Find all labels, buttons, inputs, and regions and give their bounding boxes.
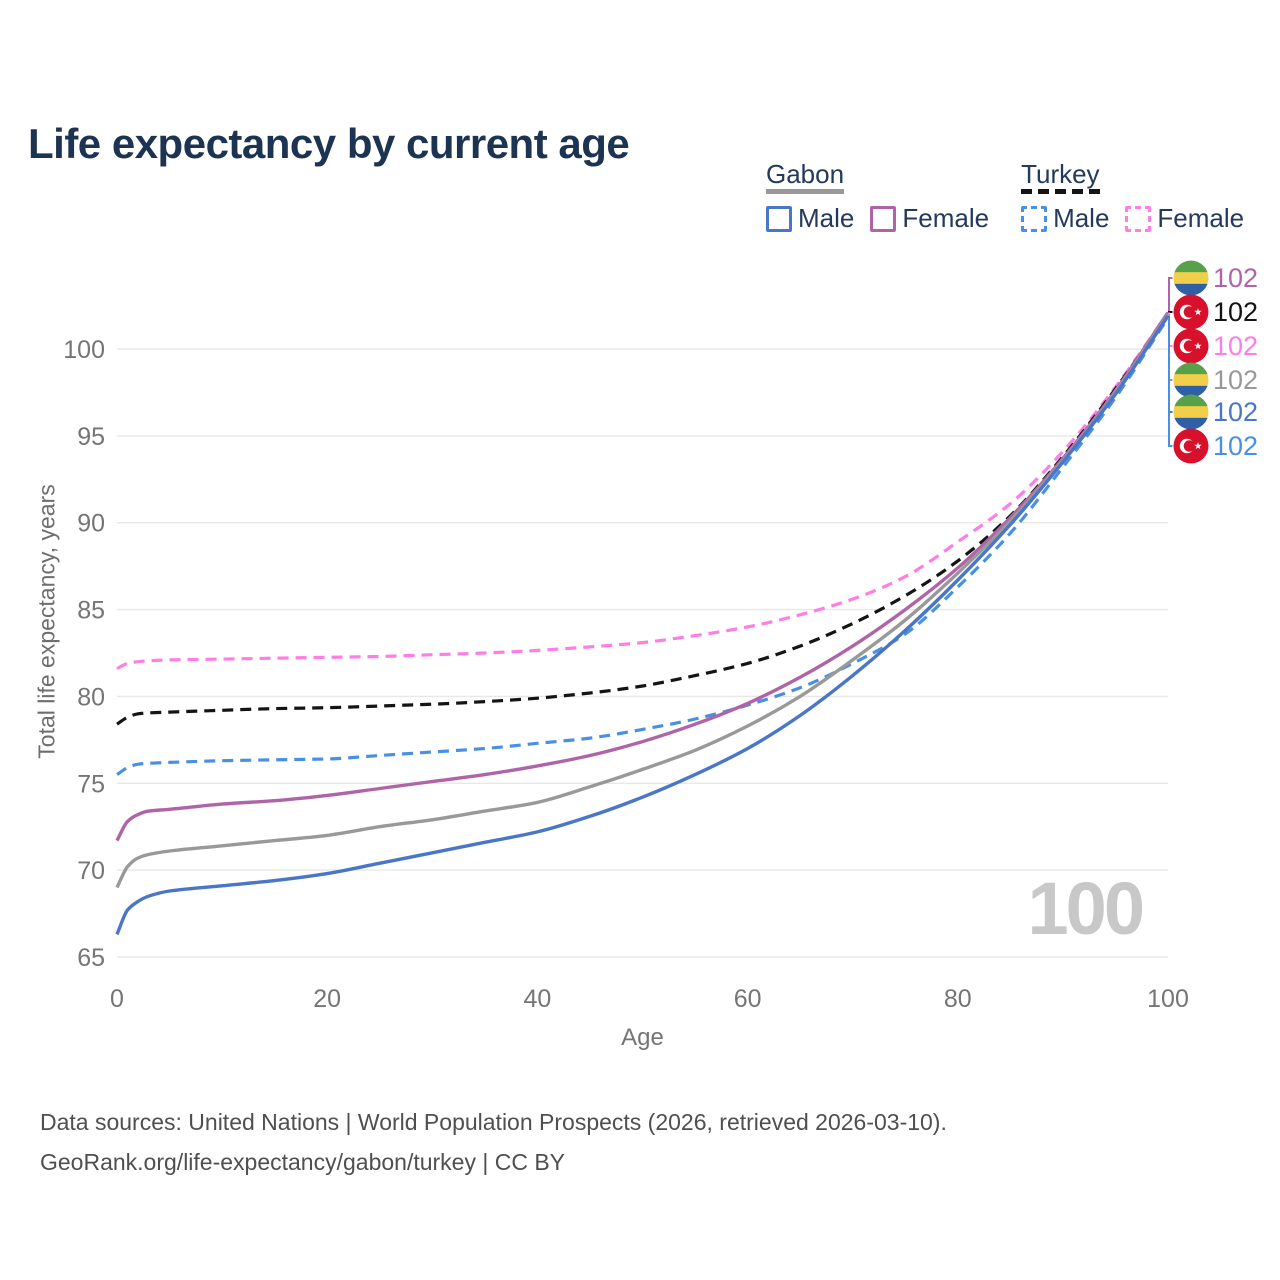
y-tick-label-65: 65 — [77, 944, 105, 972]
series-line-gabon-male — [115, 315, 1170, 936]
end-label-leader-gabon-female — [1168, 277, 1173, 313]
x-tick-label-60: 60 — [734, 985, 762, 1013]
y-tick-label-95: 95 — [77, 423, 105, 451]
turkey-line-style-swatch — [1021, 189, 1100, 194]
x-tick-label-100: 100 — [1147, 985, 1189, 1013]
footer-attribution: GeoRank.org/life-expectancy/gabon/turkey… — [40, 1149, 566, 1175]
end-value-label-gabon-female: 102 — [1213, 263, 1258, 293]
legend-country-gabon-label: Gabon — [766, 159, 845, 189]
legend-item-turkey-female-label: Female — [1157, 203, 1245, 233]
legend-country-gabon[interactable]: Gabon — [766, 159, 845, 194]
series-line-turkey-both — [116, 313, 1170, 726]
end-label-leader-turkey-male — [1168, 317, 1173, 447]
gabon-male-swatch-icon — [766, 205, 792, 232]
turkey-female-swatch-icon — [1125, 205, 1152, 232]
legend-item-gabon-male[interactable]: Male — [766, 203, 854, 234]
legend: Gabon Male Female Turkey — [766, 160, 1244, 234]
flag-icon-gabon — [1173, 394, 1209, 430]
end-value-label-turkey-both: 102 — [1213, 297, 1258, 327]
page-title: Life expectancy by current age — [28, 120, 630, 168]
flag-icon-gabon — [1173, 260, 1209, 296]
y-tick-label-75: 75 — [77, 770, 105, 798]
legend-country-turkey-label: Turkey — [1021, 159, 1100, 189]
legend-country-turkey[interactable]: Turkey — [1021, 160, 1100, 194]
flag-icon-gabon — [1173, 362, 1209, 398]
y-tick-label-90: 90 — [77, 510, 105, 538]
x-axis-title: Age — [621, 1024, 664, 1051]
series-line-gabon-both — [115, 313, 1170, 889]
y-tick-label-85: 85 — [77, 597, 105, 625]
end-value-label-turkey-female: 102 — [1213, 331, 1258, 361]
x-tick-label-0: 0 — [110, 985, 124, 1013]
end-value-label-gabon-male: 102 — [1213, 397, 1258, 427]
legend-group-turkey: Turkey Male Female — [1021, 160, 1244, 234]
y-axis-title: Total life expectancy, years — [33, 484, 60, 759]
flag-icon-turkey — [1173, 328, 1209, 364]
series-line-gabon-female — [115, 311, 1170, 842]
current-age-watermark: 100 — [1027, 867, 1145, 950]
turkey-male-swatch-icon — [1021, 205, 1048, 232]
y-tick-label-80: 80 — [77, 683, 105, 711]
flag-icon-turkey — [1173, 428, 1209, 464]
x-tick-label-20: 20 — [313, 985, 341, 1013]
gabon-line-style-swatch — [766, 189, 845, 194]
flag-icon-turkey — [1173, 294, 1209, 330]
legend-item-gabon-female[interactable]: Female — [870, 203, 989, 234]
x-tick-label-40: 40 — [523, 985, 551, 1013]
end-value-label-turkey-male: 102 — [1213, 431, 1258, 461]
x-tick-label-80: 80 — [944, 985, 972, 1013]
end-value-label-gabon-both: 102 — [1213, 365, 1258, 395]
legend-item-gabon-male-label: Male — [798, 203, 855, 233]
legend-item-gabon-female-label: Female — [902, 203, 990, 233]
legend-group-gabon: Gabon Male Female — [766, 160, 989, 234]
legend-item-turkey-male[interactable]: Male — [1021, 203, 1109, 234]
y-tick-label-70: 70 — [77, 857, 105, 885]
footer: Data sources: United Nations | World Pop… — [40, 1102, 947, 1182]
series-line-turkey-male — [116, 316, 1170, 776]
legend-item-turkey-female[interactable]: Female — [1125, 203, 1244, 234]
gabon-female-swatch-icon — [870, 205, 897, 232]
footer-data-sources: Data sources: United Nations | World Pop… — [40, 1109, 947, 1135]
series-line-turkey-female — [116, 311, 1170, 671]
y-tick-label-100: 100 — [63, 336, 105, 364]
legend-item-turkey-male-label: Male — [1053, 203, 1110, 233]
